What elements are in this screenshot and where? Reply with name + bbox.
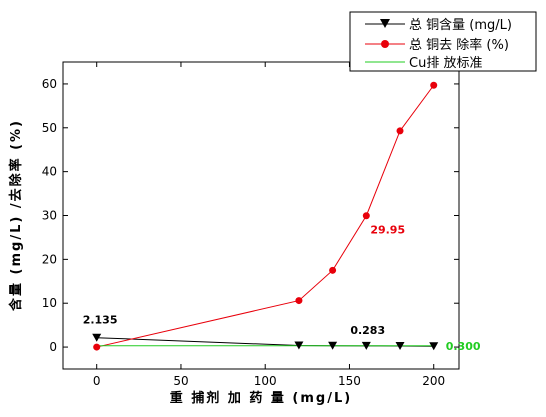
data-point bbox=[362, 212, 370, 220]
x-axis-title: 重 捕剂 加 药 量 (mg/L) bbox=[170, 390, 352, 406]
legend-label-cu-standard: Cu排 放标准 bbox=[409, 56, 482, 71]
data-label: 2.135 bbox=[83, 314, 118, 327]
x-tick-label: 150 bbox=[338, 374, 361, 388]
data-point bbox=[396, 127, 404, 135]
legend-label-removal-rate: 总 铜去 除率 (%) bbox=[409, 37, 509, 53]
axis-ticks: 0 50 100 150 200 0 10 20 30 40 50 60 bbox=[42, 62, 459, 388]
data-label: 0.300 bbox=[446, 340, 481, 353]
series-line-0 bbox=[96, 337, 434, 347]
y-tick-label: 60 bbox=[42, 77, 57, 91]
legend-box bbox=[349, 11, 537, 72]
x-tick-label: 200 bbox=[422, 374, 445, 388]
series-line-1 bbox=[96, 84, 435, 348]
y-tick-label: 30 bbox=[42, 209, 57, 223]
y-tick-label: 10 bbox=[42, 296, 57, 310]
y-tick-label: 20 bbox=[42, 252, 57, 266]
data-point bbox=[329, 266, 337, 274]
legend-marker-copper-content bbox=[380, 19, 390, 28]
y-tick-label: 40 bbox=[42, 165, 57, 179]
legend: 总 铜含量 (mg/L) 总 铜去 除率 (%) Cu排 放标准 bbox=[349, 11, 537, 72]
x-tick-label: 50 bbox=[173, 374, 188, 388]
data-point bbox=[328, 341, 338, 350]
data-point bbox=[295, 297, 303, 305]
data-point bbox=[430, 81, 438, 89]
plot-frame bbox=[62, 61, 460, 370]
y-axis-title: 含量 (mg/L) /去除率 (%) bbox=[8, 119, 24, 312]
series-markers bbox=[92, 81, 439, 351]
data-point bbox=[395, 341, 405, 350]
data-label: 29.95 bbox=[370, 224, 405, 237]
x-tick-label: 0 bbox=[93, 374, 101, 388]
series-lines bbox=[96, 84, 435, 348]
y-tick-label: 50 bbox=[42, 121, 57, 135]
data-label: 0.283 bbox=[350, 324, 385, 337]
data-labels: 2.135 29.95 0.283 0.300 bbox=[83, 224, 481, 353]
data-point bbox=[92, 333, 102, 342]
x-tick-label: 100 bbox=[254, 374, 277, 388]
legend-marker-removal-rate bbox=[381, 40, 389, 48]
data-point bbox=[361, 341, 371, 350]
data-point bbox=[93, 343, 101, 351]
y-tick-label: 0 bbox=[49, 340, 57, 354]
data-point bbox=[429, 342, 439, 351]
legend-label-copper-content: 总 铜含量 (mg/L) bbox=[409, 17, 512, 33]
data-point bbox=[294, 341, 304, 350]
